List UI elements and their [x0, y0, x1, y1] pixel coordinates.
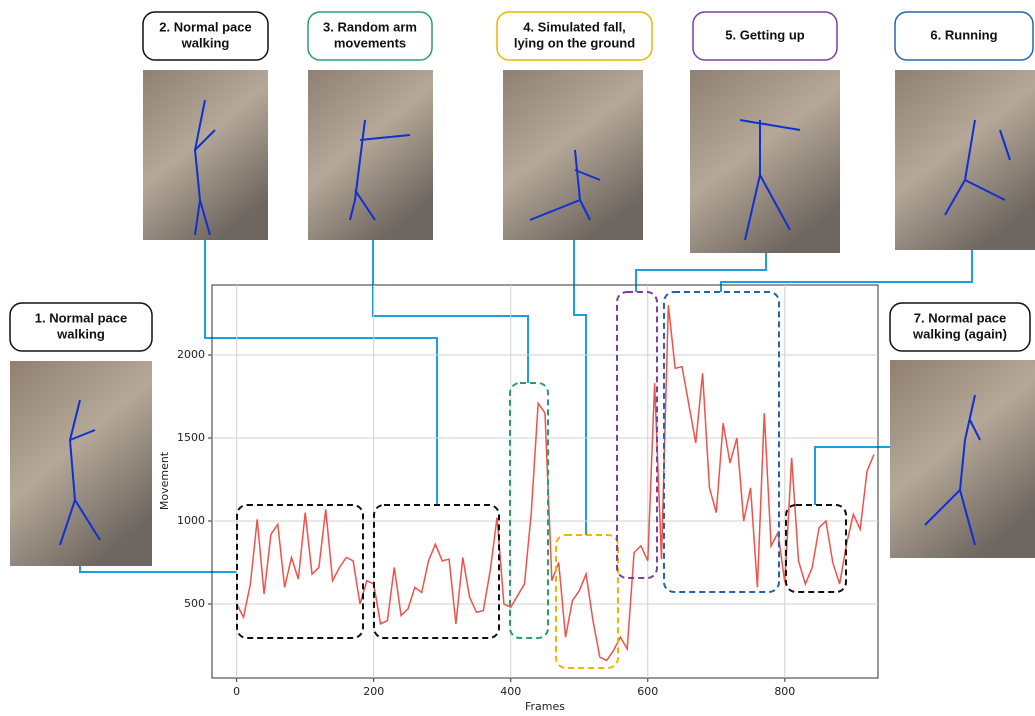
- connectors: [80, 240, 972, 572]
- label-text: 1. Normal pace: [35, 310, 128, 325]
- region-box: [556, 535, 618, 668]
- x-tick-label: 800: [774, 685, 795, 698]
- y-axis-label: Movement: [158, 451, 171, 510]
- connector: [636, 253, 766, 292]
- chart: 0 200 400 600 800 500 1000 1500 2000 1. Normal p…: [0, 0, 1035, 716]
- y-tick-label: 1000: [177, 514, 205, 527]
- y-tick-label: 500: [184, 597, 205, 610]
- photo: [10, 361, 152, 566]
- label-text: 3. Random arm: [323, 19, 417, 34]
- regions: [237, 292, 846, 668]
- page: {"chart_data": {"type": "line", "x_label…: [0, 0, 1035, 716]
- label-text: movements: [334, 35, 406, 50]
- label-text: walking (again): [912, 326, 1007, 341]
- label-text: walking: [181, 35, 230, 50]
- connector: [80, 566, 237, 572]
- photo: [895, 70, 1035, 250]
- photo: [143, 70, 268, 240]
- photo: [690, 70, 840, 253]
- label-text: 5. Getting up: [725, 27, 805, 42]
- connector: [373, 240, 528, 383]
- x-tick-label: 0: [233, 685, 240, 698]
- label-text: 6. Running: [930, 27, 997, 42]
- label-text: 2. Normal pace: [159, 19, 252, 34]
- label-text: 7. Normal pace: [914, 310, 1007, 325]
- label-text: 4. Simulated fall,: [523, 19, 626, 34]
- label-text: walking: [56, 326, 105, 341]
- y-tick-label: 1500: [177, 431, 205, 444]
- region-box: [374, 505, 499, 638]
- label-text: lying on the ground: [514, 35, 635, 50]
- x-tick-label: 200: [363, 685, 384, 698]
- connector: [815, 447, 890, 505]
- x-tick-label: 400: [500, 685, 521, 698]
- y-tick-label: 2000: [177, 348, 205, 361]
- x-tick-label: 600: [637, 685, 658, 698]
- connector: [205, 240, 437, 505]
- connector: [574, 240, 586, 535]
- photo: [503, 70, 643, 240]
- region-box: [617, 292, 657, 578]
- x-axis-label: Frames: [525, 700, 565, 713]
